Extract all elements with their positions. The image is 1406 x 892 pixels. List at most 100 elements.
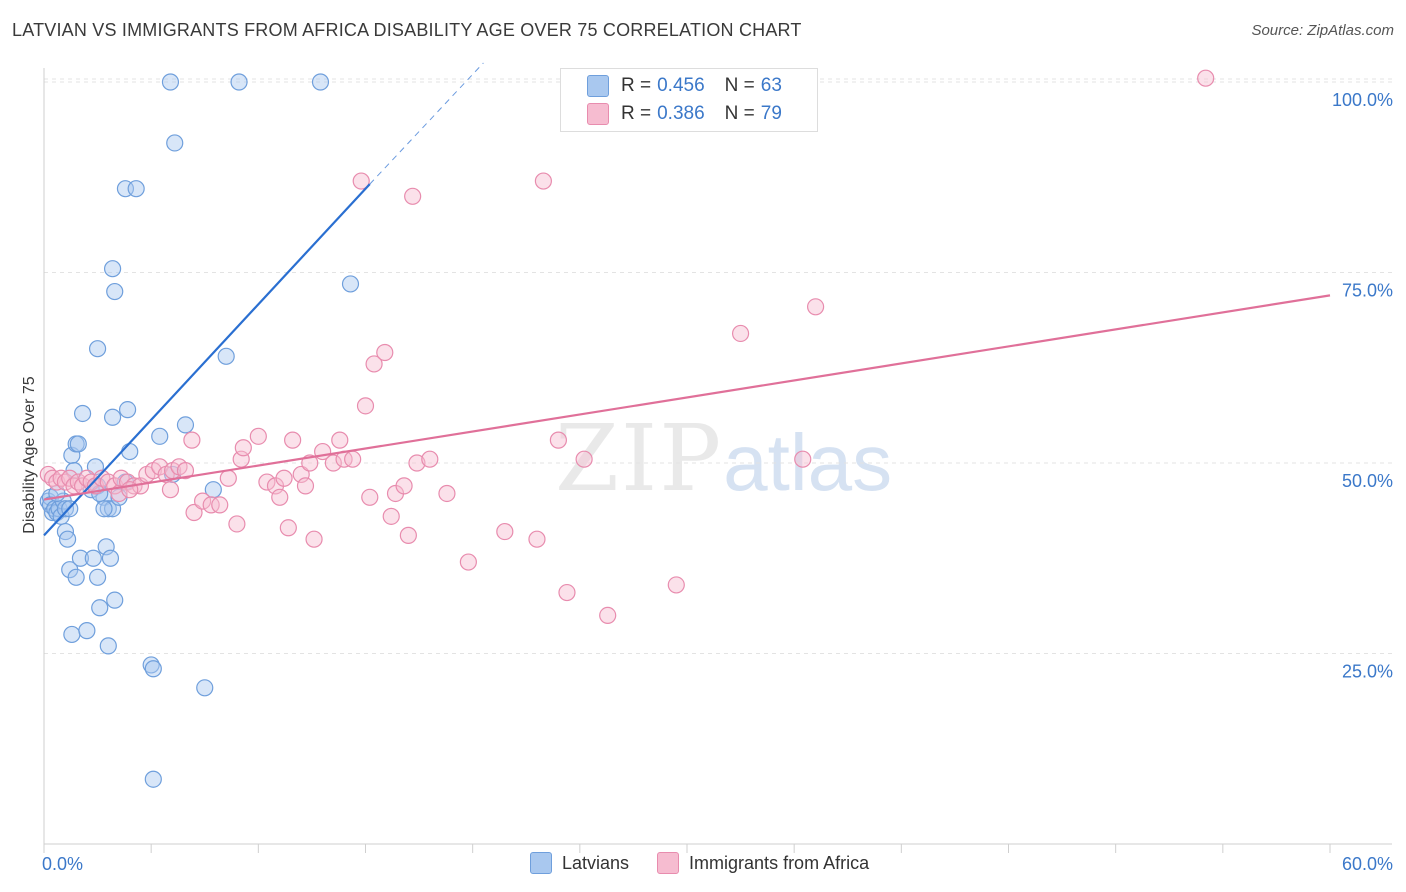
latvian-point bbox=[56, 500, 75, 518]
africa-point bbox=[794, 450, 812, 468]
legend-label: Immigrants from Africa bbox=[689, 852, 870, 873]
africa-point bbox=[275, 469, 293, 487]
africa-point bbox=[575, 450, 593, 468]
latvian-point bbox=[69, 435, 87, 453]
latvian-point bbox=[311, 73, 330, 91]
africa-point bbox=[228, 515, 246, 533]
africa-point bbox=[296, 477, 315, 495]
africa-point bbox=[356, 397, 375, 415]
latvian-point bbox=[84, 549, 102, 567]
y-tick-label: 75.0% bbox=[1342, 281, 1393, 301]
latvian-point bbox=[230, 73, 248, 91]
latvian-point bbox=[103, 260, 122, 278]
n-value: 63 bbox=[760, 75, 782, 96]
n-label: N = bbox=[724, 103, 755, 124]
latvian-point bbox=[161, 73, 180, 91]
latvian-point bbox=[99, 637, 117, 655]
africa-point bbox=[284, 431, 302, 449]
africa-point bbox=[408, 454, 426, 472]
africa-point bbox=[806, 298, 825, 316]
africa-point bbox=[404, 187, 422, 205]
africa-point bbox=[185, 503, 203, 522]
africa-point bbox=[219, 469, 237, 487]
africa-point bbox=[599, 606, 617, 625]
latvian-point bbox=[176, 416, 195, 434]
africa-trend-line bbox=[43, 294, 1331, 501]
watermark-zip: ZIP bbox=[555, 405, 724, 512]
africa-point bbox=[249, 427, 267, 445]
africa-point bbox=[161, 481, 180, 499]
latvians-swatch bbox=[587, 75, 609, 97]
latvian-point bbox=[101, 549, 120, 567]
africa-points bbox=[39, 69, 1215, 625]
y-tick-label: 25.0% bbox=[1342, 662, 1393, 682]
africa-swatch bbox=[657, 852, 680, 874]
africa-point bbox=[731, 324, 750, 343]
africa-point bbox=[496, 522, 514, 541]
latvian-point bbox=[67, 568, 85, 586]
latvian-point bbox=[106, 591, 124, 609]
africa-point bbox=[324, 454, 342, 472]
latvian-point bbox=[88, 568, 107, 586]
r-label: R = bbox=[621, 103, 652, 124]
r-value: 0.456 bbox=[657, 75, 705, 96]
latvians-points bbox=[39, 73, 360, 788]
latvian-point bbox=[118, 401, 137, 419]
y-tick-label: 50.0% bbox=[1342, 471, 1393, 491]
latvians-swatch bbox=[530, 852, 552, 874]
africa-point bbox=[376, 343, 394, 362]
latvian-point bbox=[63, 625, 81, 644]
africa-point bbox=[534, 172, 552, 190]
latvians-trend-extension bbox=[369, 62, 484, 185]
africa-point bbox=[459, 553, 477, 571]
africa-point bbox=[331, 431, 349, 449]
latvian-point bbox=[95, 500, 113, 518]
legend-item-latvians[interactable]: Latvians bbox=[530, 852, 629, 874]
legend-item-africa[interactable]: Immigrants from Africa bbox=[657, 852, 869, 874]
n-label: N = bbox=[724, 75, 755, 96]
africa-point bbox=[382, 507, 400, 525]
source-credit: Source: ZipAtlas.com bbox=[1251, 22, 1394, 39]
y-tick-label: 100.0% bbox=[1332, 90, 1393, 110]
africa-point bbox=[399, 526, 417, 544]
latvian-point bbox=[106, 282, 124, 301]
latvian-point bbox=[78, 622, 96, 640]
africa-point bbox=[361, 488, 379, 506]
r-label: R = bbox=[621, 75, 652, 96]
latvian-point bbox=[103, 408, 122, 426]
legend-row-africa: R = 0.386 N = 79 bbox=[587, 103, 782, 125]
africa-point bbox=[211, 496, 229, 514]
latvian-point bbox=[88, 340, 107, 358]
africa-point bbox=[395, 477, 413, 495]
correlation-legend: R = 0.456 N = 63 R = 0.386 N = 79 bbox=[560, 68, 818, 132]
africa-point bbox=[305, 530, 323, 548]
latvian-point bbox=[217, 347, 235, 365]
latvian-point bbox=[73, 404, 92, 423]
tick-labels: 100.0% 75.0% 50.0% 25.0% 0.0% 60.0% bbox=[42, 90, 1393, 874]
legend-row-latvians: R = 0.456 N = 63 bbox=[587, 75, 782, 97]
latvian-point bbox=[121, 442, 139, 461]
grid-lines bbox=[44, 78, 1392, 654]
latvian-point bbox=[91, 599, 109, 617]
chart-title: LATVIAN VS IMMIGRANTS FROM AFRICA DISABI… bbox=[12, 20, 802, 40]
africa-point bbox=[176, 462, 195, 480]
x-tick-label: 0.0% bbox=[42, 854, 83, 874]
africa-point bbox=[549, 431, 568, 449]
x-tick-label: 60.0% bbox=[1342, 854, 1393, 874]
africa-point bbox=[194, 492, 212, 510]
trend-lines bbox=[43, 62, 1331, 537]
latvian-point bbox=[58, 530, 77, 548]
africa-point bbox=[352, 172, 370, 190]
latvian-point bbox=[71, 549, 90, 567]
africa-point bbox=[365, 355, 383, 373]
latvian-point bbox=[166, 134, 184, 152]
africa-point bbox=[438, 484, 456, 503]
latvian-point bbox=[99, 500, 117, 518]
africa-point bbox=[183, 431, 201, 449]
r-value: 0.386 bbox=[657, 103, 705, 124]
africa-point bbox=[667, 576, 685, 594]
africa-point bbox=[279, 519, 297, 537]
latvians-trend-line bbox=[43, 183, 371, 537]
n-value: 79 bbox=[760, 103, 782, 124]
africa-point bbox=[558, 583, 576, 602]
